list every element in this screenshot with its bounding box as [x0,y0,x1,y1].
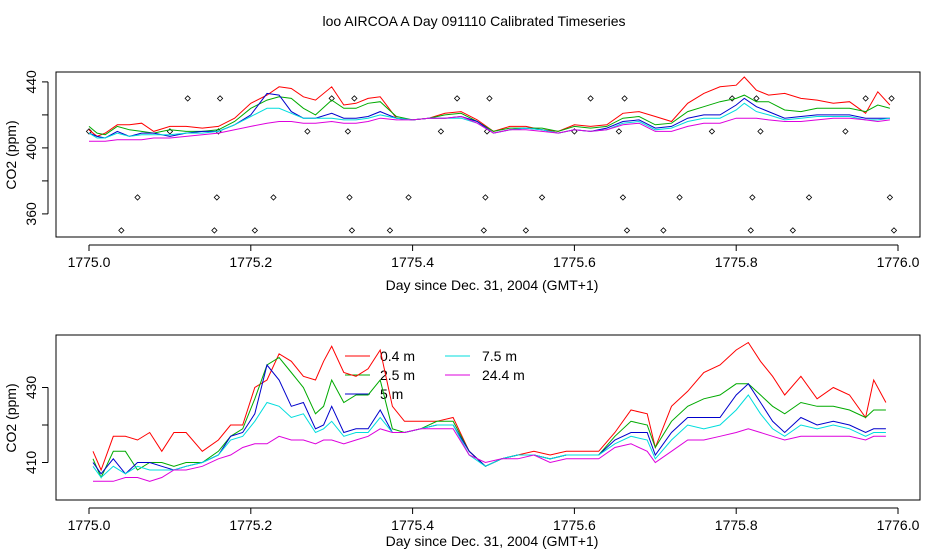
bottom-series-line-1 [92,341,887,472]
top-x-tick-label: 1775.8 [715,254,758,270]
bottom-x-tick-label: 1775.8 [715,517,758,533]
bottom-series-line-5 [93,428,886,482]
top-marker-point [805,194,813,201]
top-x-tick-label: 1775.4 [391,254,434,270]
bottom-panel: Day since Dec. 31, 2004 (GMT+1) CO2 (ppm… [3,334,921,549]
top-plot-area [85,76,898,234]
top-y-tick-label: 360 [23,202,39,226]
top-marker-point [351,95,358,102]
top-marker-point [888,95,895,102]
top-marker-point [346,194,353,201]
top-marker-point [348,227,356,234]
bottom-y-axis-label: CO2 (ppm) [3,383,19,452]
bottom-x-tick-label: 1775.0 [68,517,111,533]
bottom-plot-area [92,341,887,482]
top-marker-point [522,227,530,234]
legend: 0.4 m 2.5 m 5 m 7.5 m 24.4 m [345,348,525,402]
top-marker-point [587,95,594,102]
top-marker-point [749,194,756,201]
top-marker-points [85,95,898,234]
top-marker-point [890,227,898,234]
bottom-series-line-2 [92,356,886,479]
top-plot-frame [55,71,921,238]
top-marker-point [328,95,335,102]
legend-item: 24.4 m [445,367,525,383]
bottom-x-tick-label: 1775.2 [229,517,272,533]
top-marker-point [728,95,736,102]
top-marker-point [211,227,218,234]
top-y-axis: 360 400 440 [23,70,49,226]
top-x-tick-label: 1775.2 [229,254,272,270]
figure-title: loo AIRCOA A Day 091110 Calibrated Times… [323,13,626,29]
top-series-line-3 [88,92,890,139]
top-marker-point [482,194,489,201]
bottom-x-axis-label: Day since Dec. 31, 2004 (GMT+1) [386,533,599,549]
top-series-line-1 [88,76,891,137]
top-marker-point [886,194,894,201]
bottom-x-tick-label: 1775.4 [391,517,434,533]
top-marker-point [184,95,191,102]
top-marker-point [251,227,259,234]
top-x-tick-label: 1775.0 [68,254,111,270]
top-marker-point [619,194,627,201]
legend-label: 24.4 m [482,367,525,383]
top-x-tick-label: 1775.6 [553,254,596,270]
bottom-series-line-4 [92,394,886,479]
top-marker-point [753,95,760,102]
top-marker-point [85,128,93,135]
top-marker-point [134,194,141,201]
bottom-x-axis: 1775.0 1775.2 1775.4 1775.6 1775.8 1776.0 [68,507,920,533]
top-marker-point [660,227,667,234]
top-series-line-4 [88,102,890,139]
top-marker-point [747,227,754,234]
top-marker-point [486,95,493,102]
top-panel: Day since Dec. 31, 2004 (GMT+1) CO2 (ppm… [3,70,921,293]
top-marker-point [862,95,869,102]
top-series-line-5 [89,115,890,142]
top-marker-point [437,128,445,135]
top-marker-point [757,128,764,135]
top-y-tick-label: 440 [23,70,39,94]
legend-label: 7.5 m [482,348,517,364]
top-marker-point [708,128,716,135]
legend-item: 5 m [345,386,403,402]
top-marker-point [453,95,461,102]
top-x-axis-label: Day since Dec. 31, 2004 (GMT+1) [386,277,599,293]
top-marker-point [213,194,220,201]
top-marker-point [623,227,631,234]
top-marker-point [270,194,277,201]
top-marker-point [304,128,311,135]
legend-label: 5 m [380,386,403,402]
bottom-y-axis: 410 430 [23,376,49,475]
top-marker-point [386,227,394,234]
top-marker-point [344,128,352,135]
bottom-plot-frame [55,334,921,501]
top-y-tick-label: 400 [23,136,39,160]
top-marker-point [118,227,125,234]
legend-label: 2.5 m [380,367,415,383]
top-marker-point [405,194,412,201]
bottom-x-tick-label: 1775.6 [553,517,596,533]
bottom-y-tick-label: 430 [23,376,39,400]
top-marker-point [676,194,683,201]
top-y-axis-label: CO2 (ppm) [3,120,19,189]
top-marker-point [789,227,796,234]
top-marker-point [538,194,546,201]
bottom-y-tick-label: 410 [23,451,39,475]
top-x-tick-label: 1776.0 [877,254,920,270]
bottom-x-tick-label: 1776.0 [877,517,920,533]
top-marker-point [621,95,628,102]
top-marker-point [480,227,487,234]
legend-item: 7.5 m [445,348,517,364]
top-marker-point [216,95,224,102]
top-marker-point [842,128,849,135]
legend-item: 0.4 m [345,348,415,364]
top-x-axis: 1775.0 1775.2 1775.4 1775.6 1775.8 1776.0 [68,244,920,270]
top-marker-point [615,128,623,135]
legend-label: 0.4 m [380,348,415,364]
